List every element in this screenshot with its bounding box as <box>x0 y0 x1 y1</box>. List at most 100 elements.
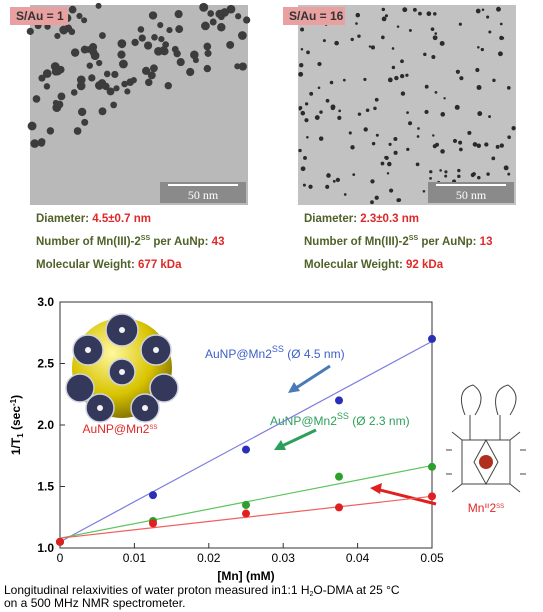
nanoparticle <box>477 46 480 49</box>
nanoparticle <box>119 60 128 69</box>
nanoparticle <box>204 65 211 72</box>
nanoparticle <box>350 145 354 149</box>
text: O-DMA at 25 °C <box>313 583 399 597</box>
nanoparticle <box>477 176 481 180</box>
nanoparticle <box>352 173 355 176</box>
nanoparticle <box>507 86 511 90</box>
nanoparticle <box>500 23 503 26</box>
text: per AuNp: <box>150 236 212 248</box>
nanoparticle <box>301 111 306 116</box>
nanoparticle <box>58 93 66 101</box>
nanoparticle <box>199 3 208 12</box>
text: (sec <box>9 406 23 434</box>
page: S/Au = 1 S/Au = 16 50 nm 50 nm Diameter:… <box>0 0 543 612</box>
nanoparticle <box>394 76 398 80</box>
caption: on a 500 MHz NMR spectrometer. <box>4 596 185 610</box>
nanoparticle <box>486 172 489 175</box>
nanoparticle <box>301 166 306 171</box>
nanoparticle <box>319 136 324 141</box>
nanoparticle <box>371 45 375 49</box>
x-tick-label: 0.04 <box>346 551 370 565</box>
nanoparticle <box>56 101 64 109</box>
nanoparticle <box>149 11 157 19</box>
nanoparticle <box>336 178 340 182</box>
nanoparticle <box>476 9 481 14</box>
nanoparticle <box>443 97 445 99</box>
nanoparticle <box>201 22 210 31</box>
x-tick-label: 0 <box>57 551 64 565</box>
x-axis-label: [Mn] (mM) <box>217 569 274 583</box>
nanoparticle <box>363 78 366 81</box>
nanoparticle <box>375 98 379 102</box>
nanoparticle <box>52 68 60 76</box>
nanoparticle <box>317 62 321 66</box>
data-point <box>335 396 343 404</box>
nanoparticle <box>431 27 435 31</box>
nanoparticle <box>326 99 330 103</box>
nanoparticle <box>373 107 376 110</box>
nanoparticle <box>358 112 361 115</box>
text: Diameter: <box>36 213 92 225</box>
nanoparticle <box>477 111 482 116</box>
nanoparticle <box>175 25 183 33</box>
y-tick-label: 2.5 <box>37 357 54 371</box>
nanoparticle <box>326 173 331 178</box>
nanoparticle <box>355 22 358 25</box>
nanoparticle <box>239 62 247 70</box>
nanoparticle <box>186 68 194 76</box>
nanoparticle <box>131 77 137 83</box>
nanoparticle <box>382 17 387 22</box>
nanoparticle <box>413 8 417 12</box>
nanoparticle <box>423 53 426 56</box>
nanoparticle <box>435 91 438 94</box>
y-tick-label: 2.0 <box>37 418 54 432</box>
nanoparticle <box>305 102 308 105</box>
nanoparticle <box>131 39 138 46</box>
nanoparticle <box>119 41 126 48</box>
nanoparticle <box>298 149 301 152</box>
nanoparticle <box>165 82 172 89</box>
nanoparticle <box>376 134 379 137</box>
nanoparticle <box>406 111 409 114</box>
nanoparticle <box>207 10 214 17</box>
nanoparticle <box>459 148 463 152</box>
data-point <box>242 510 250 518</box>
nanoparticle <box>457 175 460 178</box>
nanoparticle <box>81 119 88 126</box>
nanoparticle <box>389 143 392 146</box>
nanoparticle <box>366 108 370 112</box>
nanoparticle <box>95 81 104 90</box>
nanoparticle <box>492 79 495 82</box>
nanoparticle <box>99 107 107 115</box>
nanoparticle <box>484 142 488 146</box>
nanoparticle <box>177 58 185 66</box>
text: Molecular Weight: <box>36 259 138 271</box>
nanoparticle <box>385 14 388 17</box>
nanoparticle <box>158 36 164 42</box>
data-point <box>335 473 343 481</box>
illustration-label: AuNP@Mn2SS <box>83 422 158 436</box>
nanoparticle <box>387 172 389 174</box>
nanoparticle <box>303 156 307 160</box>
nanoparticle <box>471 173 475 177</box>
nanoparticle <box>475 68 479 72</box>
nanoparticle <box>459 76 463 80</box>
nanoparticle <box>145 79 152 86</box>
nanoparticle <box>107 87 115 95</box>
molecule-illustration <box>446 385 526 492</box>
nanoparticle <box>27 28 34 35</box>
nanoparticle <box>217 23 225 31</box>
nanoparticle <box>393 137 397 141</box>
text: Longitudinal relaxivities of water proto… <box>4 583 310 597</box>
text: Diameter: <box>304 213 360 225</box>
nanoparticle <box>235 13 241 19</box>
nanoparticle <box>417 127 420 130</box>
text: ) <box>9 395 23 399</box>
nanoparticle <box>306 51 310 55</box>
nanoparticle <box>71 89 78 96</box>
nanoparticle <box>499 36 503 40</box>
nanoparticle <box>81 46 89 54</box>
nanoparticle <box>77 82 86 91</box>
value: 677 kDa <box>138 259 182 271</box>
x-tick-label: 0.01 <box>123 551 147 565</box>
